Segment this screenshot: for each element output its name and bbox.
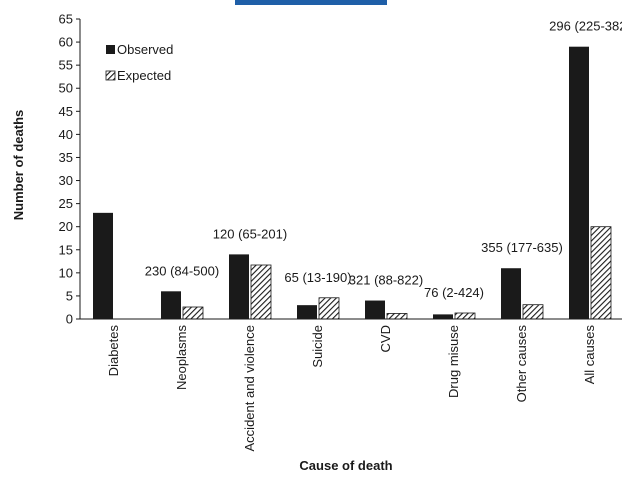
bar-observed bbox=[433, 314, 453, 319]
y-tick-label: 0 bbox=[66, 312, 73, 327]
bar-observed bbox=[93, 212, 113, 319]
y-tick-label: 55 bbox=[59, 58, 73, 73]
bar-expected bbox=[590, 226, 612, 320]
y-axis-title: Number of deaths bbox=[11, 110, 26, 221]
x-tick-label: Neoplasms bbox=[174, 325, 189, 391]
y-tick-label: 65 bbox=[59, 12, 73, 27]
legend-swatch-observed bbox=[106, 45, 115, 54]
bar-observed bbox=[161, 291, 181, 319]
x-axis-title: Cause of death bbox=[299, 458, 392, 473]
bar-observed bbox=[229, 254, 249, 319]
bar-annotation: 76 (2-424) bbox=[424, 285, 484, 300]
bar-annotation: 296 (225-382) bbox=[549, 19, 622, 34]
header-bar bbox=[235, 0, 387, 5]
bar-expected bbox=[250, 264, 272, 320]
bar-annotation: 355 (177-635) bbox=[481, 240, 563, 255]
x-tick-label: Other causes bbox=[514, 325, 529, 403]
y-tick-label: 35 bbox=[59, 150, 73, 165]
x-tick-label: Suicide bbox=[310, 325, 325, 368]
x-tick-label: All causes bbox=[582, 325, 597, 385]
bar-annotation: 230 (84-500) bbox=[145, 263, 219, 278]
x-tick-label: Drug misuse bbox=[446, 325, 461, 398]
legend-swatch-expected bbox=[105, 70, 116, 81]
bar-expected bbox=[318, 297, 340, 320]
x-axis-tick-labels: Diabetes Neoplasms Accident and violence Su… bbox=[106, 325, 597, 452]
bar-expected bbox=[454, 312, 476, 320]
bar-observed bbox=[569, 46, 589, 319]
legend-label-expected: Expected bbox=[117, 68, 171, 83]
bar-expected bbox=[386, 313, 408, 320]
y-tick-label: 10 bbox=[59, 265, 73, 280]
y-tick-label: 25 bbox=[59, 196, 73, 211]
legend-label-observed: Observed bbox=[117, 42, 173, 57]
bar-expected bbox=[182, 306, 204, 320]
x-tick-label: Accident and violence bbox=[242, 325, 257, 451]
y-axis-ticks: 0 5 10 15 20 25 30 35 40 45 50 55 60 65 bbox=[59, 12, 80, 327]
bar-annotation: 321 (88-822) bbox=[349, 273, 423, 288]
bar-annotation: 65 (13-190) bbox=[284, 270, 351, 285]
x-tick-label: CVD bbox=[378, 325, 393, 352]
legend: Observed Expected bbox=[105, 42, 173, 83]
bar-observed bbox=[297, 305, 317, 319]
annotations: 230 (84-500) 120 (65-201) 65 (13-190)321 (… bbox=[145, 19, 622, 300]
bars bbox=[93, 46, 612, 320]
y-tick-label: 30 bbox=[59, 173, 73, 188]
bar-expected bbox=[522, 304, 544, 320]
x-tick-label: Diabetes bbox=[106, 325, 121, 377]
y-tick-label: 60 bbox=[59, 35, 73, 50]
y-tick-label: 20 bbox=[59, 219, 73, 234]
y-tick-label: 5 bbox=[66, 288, 73, 303]
y-tick-label: 15 bbox=[59, 242, 73, 257]
bar-annotation: 120 (65-201) bbox=[213, 226, 287, 241]
y-tick-label: 50 bbox=[59, 81, 73, 96]
bar-observed bbox=[501, 268, 521, 319]
bar-observed bbox=[365, 300, 385, 319]
y-tick-label: 45 bbox=[59, 104, 73, 119]
y-tick-label: 40 bbox=[59, 127, 73, 142]
